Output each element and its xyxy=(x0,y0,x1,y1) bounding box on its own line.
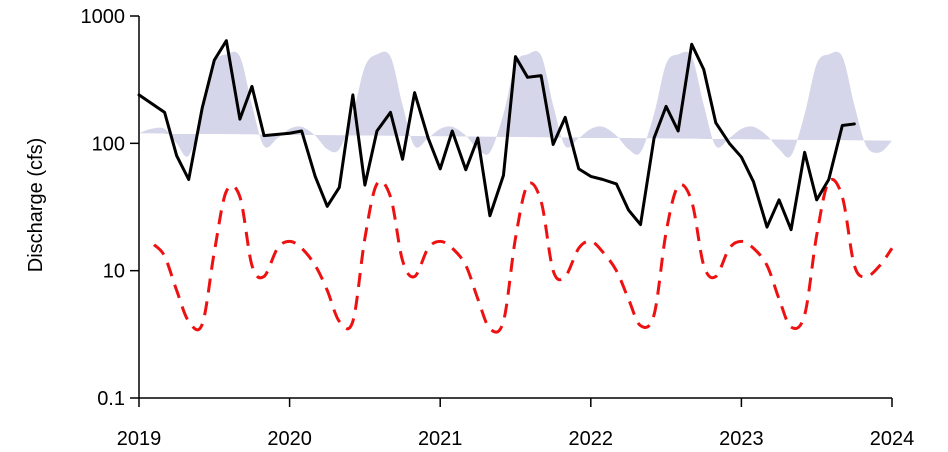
y-tick-label: 10 xyxy=(103,261,125,283)
x-tick-label: 2024 xyxy=(870,428,915,450)
x-tick-label: 2019 xyxy=(117,428,162,450)
observed-discharge-line-layer xyxy=(137,39,856,232)
y-axis-ticks: 0.1 10 100 1000 xyxy=(81,6,139,410)
low-flow-line-layer xyxy=(152,177,894,334)
x-tick-label: 2021 xyxy=(418,428,463,450)
axes xyxy=(138,16,892,399)
observed-discharge-line xyxy=(137,39,856,232)
x-tick-label: 2022 xyxy=(569,428,614,450)
low-flow-dashed-line xyxy=(152,177,894,334)
y-tick-label: 0.1 xyxy=(97,388,125,410)
y-tick-label: 100 xyxy=(92,133,125,155)
y-axis-title: Discharge (cfs) xyxy=(25,138,47,272)
normal-range-band xyxy=(139,50,892,158)
x-tick-label: 2023 xyxy=(719,428,764,450)
x-tick-label: 2020 xyxy=(267,428,312,450)
y-tick-label: 1000 xyxy=(81,6,126,28)
normal-range-band-layer xyxy=(139,50,892,158)
x-axis-ticks: 2019 2020 2021 2022 2023 2024 xyxy=(117,398,915,450)
